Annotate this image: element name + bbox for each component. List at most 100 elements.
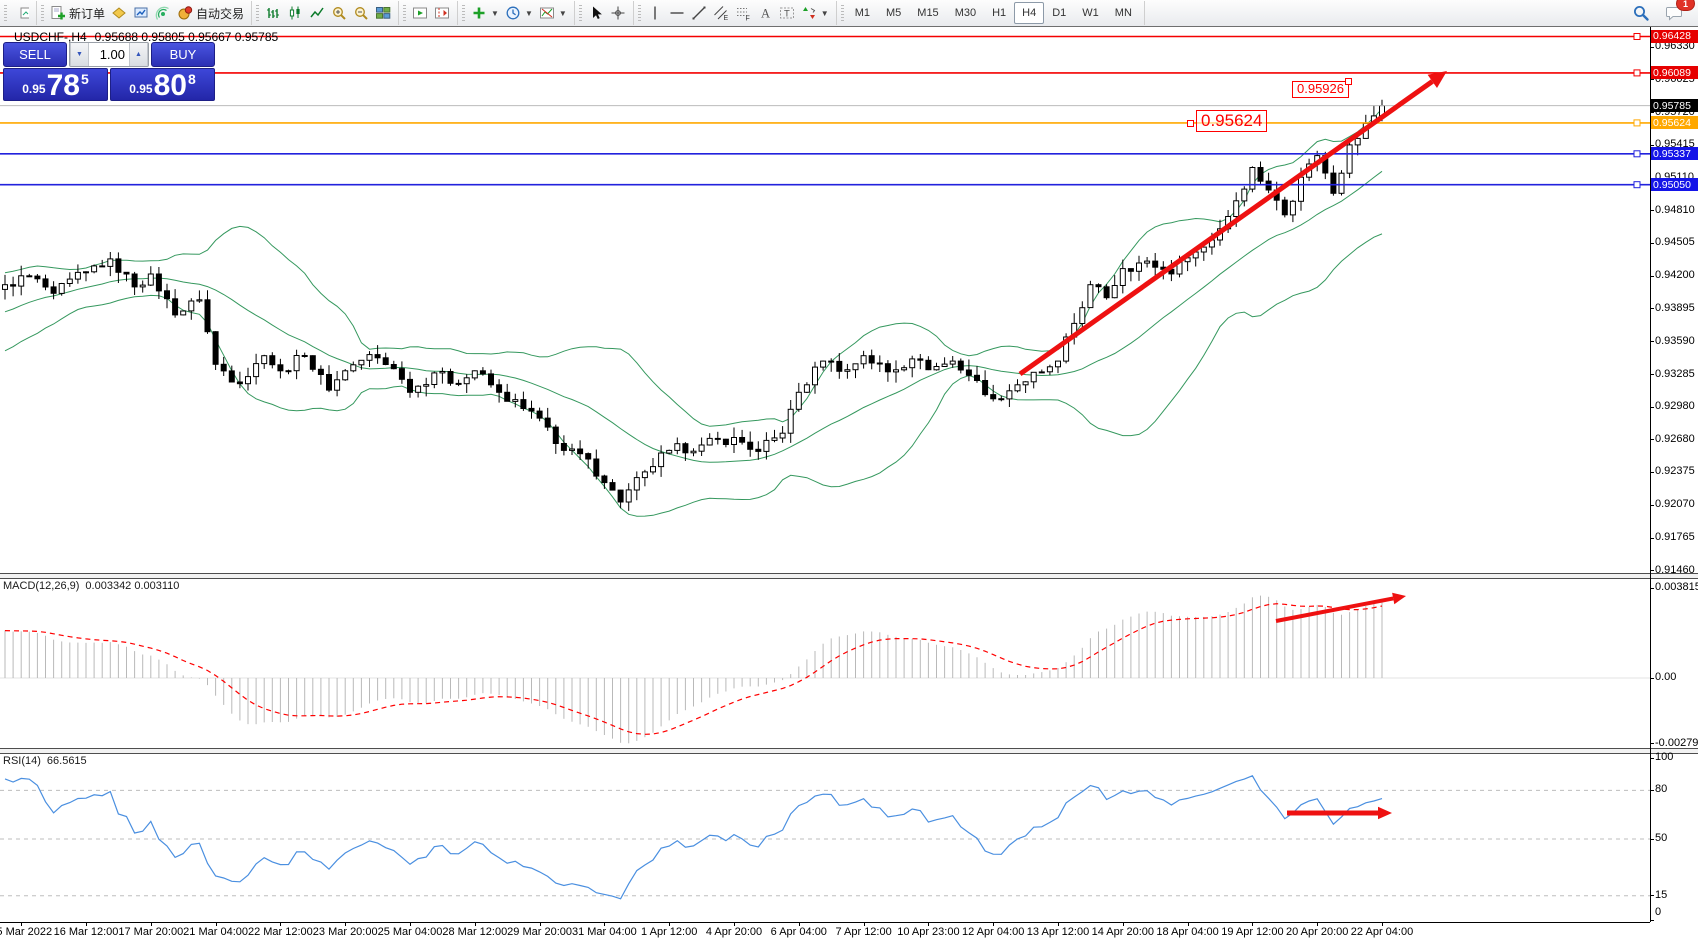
timeframe-h1[interactable]: H1 [992,7,1007,19]
horizontal-line-icon[interactable] [666,2,688,24]
bar-chart-icon[interactable] [262,2,284,24]
chevron-down-icon: ▼ [820,8,829,18]
time-axis-tick [1122,922,1124,926]
macd-indicator-pane[interactable] [0,577,1650,748]
chart-shift-icon[interactable] [431,2,453,24]
price-badge[interactable]: 0.95785 [1651,99,1698,113]
chevron-down-icon: ▼ [558,8,567,18]
chat-icon[interactable]: 1 [1663,0,1695,24]
trend-arrow[interactable] [1018,71,1447,377]
time-label: 19 Apr 12:00 [1221,926,1284,938]
sell-price-prefix: 0.95 [22,82,46,96]
price-axis-tick [1650,112,1654,114]
price-chart-pane[interactable] [0,27,1650,573]
trend-arrow[interactable] [1287,806,1392,820]
time-axis-line [0,922,1650,923]
price-tick-label: 0.92680 [1655,432,1695,445]
price-axis-tick [1650,46,1654,48]
price-badge[interactable]: 0.95337 [1651,147,1698,161]
toolbar-group: 新订单 自动交易 [37,1,253,25]
volume-stepper[interactable]: ▼ ▲ [69,42,149,67]
buy-button[interactable]: BUY [151,42,215,67]
price-axis-tick [1650,504,1654,506]
search-icon[interactable] [1629,2,1653,24]
trend-arrow[interactable] [1275,592,1406,623]
sell-button[interactable]: SELL [3,42,67,67]
text-icon[interactable]: A [754,2,776,24]
candlesticks [2,99,1385,511]
toolbar-group: ▼ ▼ ▼ [458,1,575,25]
line-chart-icon[interactable] [306,2,328,24]
metaeditor-icon[interactable] [108,2,130,24]
macd-axis-label: 0.003815 [1655,581,1698,593]
text-label-icon[interactable]: T [776,2,798,24]
zoom-out-icon[interactable] [350,2,372,24]
buy-price-display[interactable]: 0.95 80 8 [110,68,215,101]
equidistant-channel-icon[interactable]: E [710,2,732,24]
annotation-anchor-marker [1345,78,1352,85]
vertical-line-icon[interactable] [644,2,666,24]
crosshair-icon[interactable] [607,2,629,24]
candle-chart-icon[interactable] [284,2,306,24]
templates-icon[interactable]: ▼ [536,2,570,24]
auto-trading-button[interactable]: 自动交易 [174,2,247,24]
horizontal-level-lines [0,33,1650,189]
macd-axis-label: -0.002797 [1655,736,1698,749]
auto-scroll-icon[interactable] [409,2,431,24]
pane-separator[interactable] [0,573,1698,579]
price-badge[interactable]: 0.96428 [1651,29,1698,43]
timeframe-m30[interactable]: M30 [954,7,977,19]
price-badge[interactable]: 0.95050 [1651,178,1698,192]
time-label: 25 Mar 04:00 [377,926,443,938]
buy-price-big: 80 [153,69,187,102]
price-annotation[interactable]: 0.95926 [1292,78,1352,98]
price-tick-label: 0.94810 [1655,203,1695,216]
rsi-axis-label: 100 [1655,751,1674,763]
time-label: 16 Mar 12:00 [53,926,119,938]
indicators-icon[interactable]: ▼ [468,2,502,24]
timeframe-m1[interactable]: M1 [854,7,870,19]
market-watch-icon[interactable] [130,2,152,24]
fibonacci-icon[interactable]: F [732,2,754,24]
timeframe-m5[interactable]: M5 [886,7,902,19]
timeframe-h4[interactable]: H4 [1014,2,1045,24]
time-axis-tick [21,922,23,926]
price-axis-tick [1650,570,1654,572]
timeframe-m15[interactable]: M15 [917,7,939,19]
time-axis-tick [86,922,87,926]
timeframe-d1[interactable]: D1 [1052,7,1067,19]
new-order-button[interactable]: 新订单 [47,2,108,24]
volume-input[interactable] [89,43,129,66]
trend-line-icon[interactable] [688,2,710,24]
tile-windows-icon[interactable] [372,2,394,24]
periods-icon[interactable]: ▼ [502,2,536,24]
price-tick-label: 0.92980 [1655,400,1695,413]
macd-name: MACD(12,26,9) [3,580,80,592]
volume-increase-button[interactable]: ▲ [129,43,148,66]
cursor-icon[interactable] [585,2,607,24]
macd-label: MACD(12,26,9) 0.003342 0.003110 [3,580,179,592]
pane-separator[interactable] [0,748,1698,754]
rsi-indicator-pane[interactable] [0,752,1650,922]
price-axis-tick [1650,374,1654,376]
clipped-chart-icon[interactable] [10,2,32,24]
signals-icon[interactable] [152,2,174,24]
toolbar-group [575,1,634,25]
time-axis-tick [928,922,930,926]
volume-decrease-button[interactable]: ▼ [70,43,89,66]
timeframe-w1[interactable]: W1 [1082,7,1099,19]
toolbar-group [252,1,400,25]
price-tick-label: 0.94200 [1655,269,1695,282]
chart-window[interactable]: USDCHF-,H4 0.95688 0.95805 0.95667 0.9578… [0,27,1698,941]
price-axis-tick [1650,242,1654,244]
timeframe-mn[interactable]: MN [1114,7,1132,19]
zoom-in-icon[interactable] [328,2,350,24]
price-annotation[interactable]: 0.95624 [1187,110,1268,132]
rsi-name: RSI(14) [3,755,41,767]
sell-price-display[interactable]: 0.95 78 5 [3,68,108,101]
price-badge[interactable]: 0.96089 [1651,66,1698,80]
time-axis-tick [604,922,606,926]
price-badge[interactable]: 0.95624 [1651,116,1698,130]
arrows-icon[interactable]: ▼ [798,2,832,24]
